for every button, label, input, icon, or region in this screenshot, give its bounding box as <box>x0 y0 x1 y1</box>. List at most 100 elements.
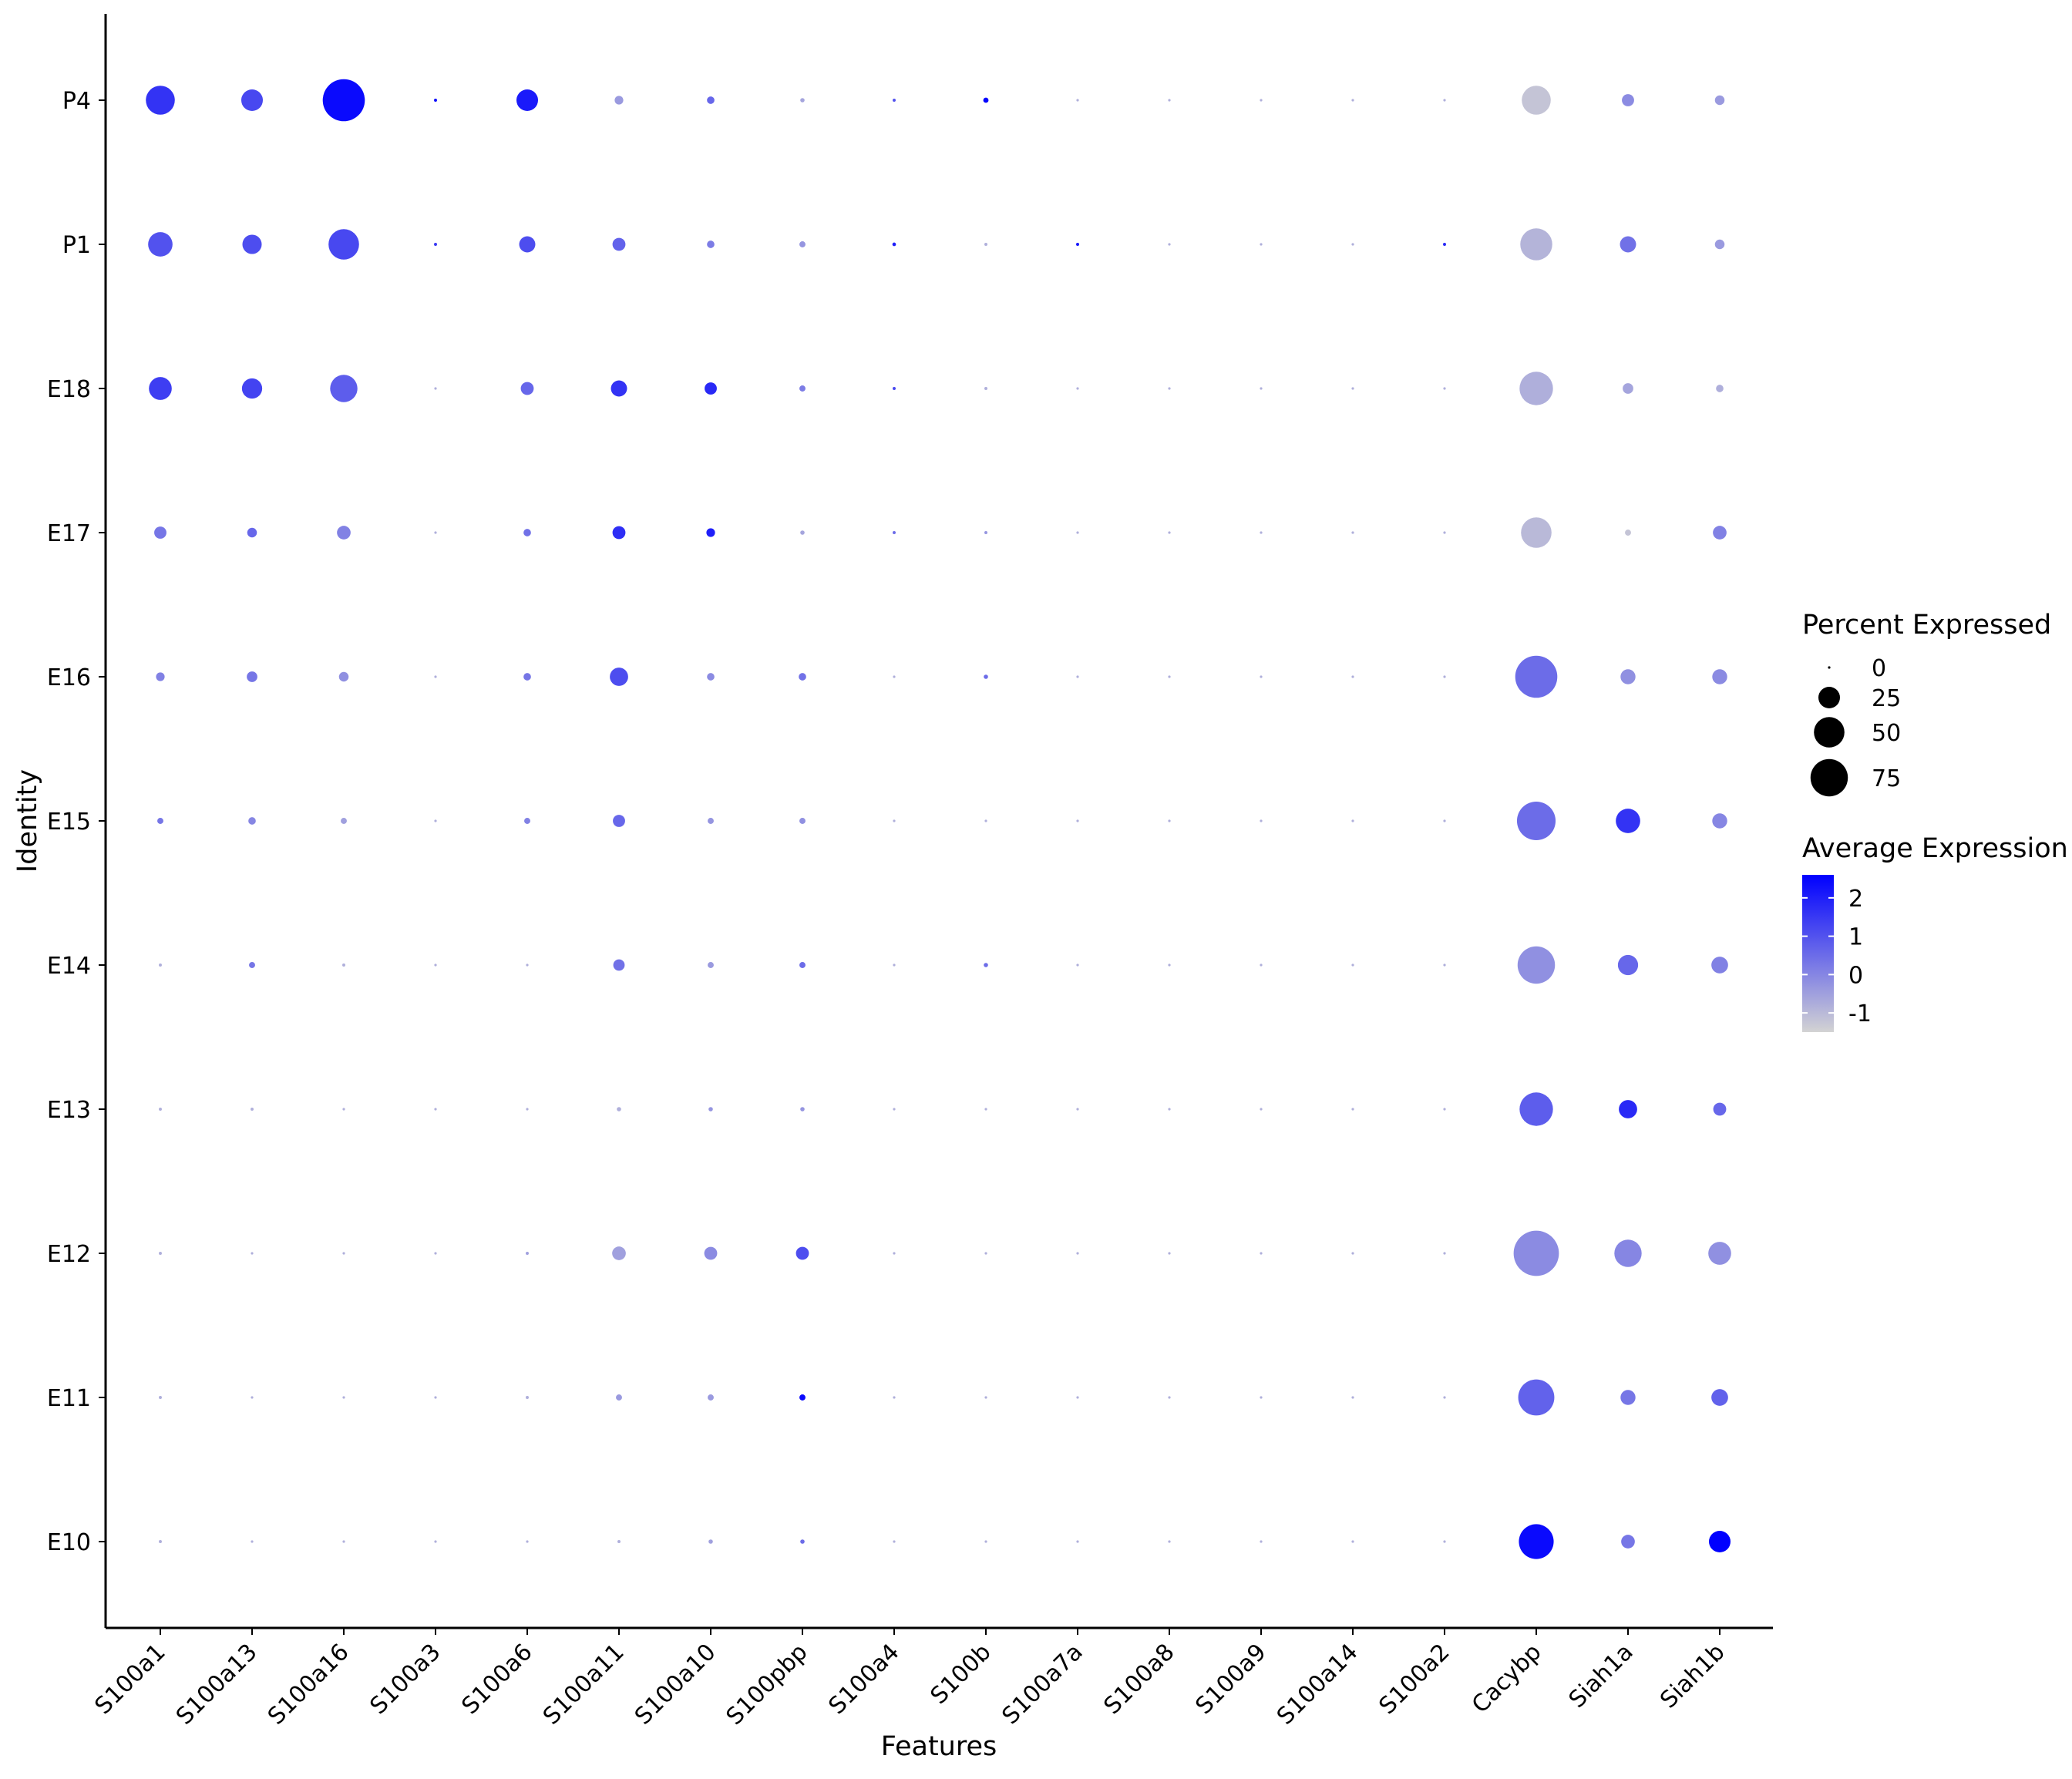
dot-E11-S100b <box>984 1396 987 1399</box>
dot-E11-S100a7a <box>1076 1396 1079 1399</box>
dot-E10-S100a13 <box>251 1540 254 1543</box>
dot-E15-S100a16 <box>341 818 347 824</box>
size-legend-label: 25 <box>1872 685 1901 712</box>
dot-E15-Siah1b <box>1712 813 1727 829</box>
dot-E13-S100a1 <box>159 1108 162 1111</box>
dot-E16-S100pbp <box>799 673 806 681</box>
dot-E15-S100pbp <box>799 818 806 824</box>
dot-E10-S100b <box>984 1540 987 1543</box>
dot-E13-S100a16 <box>342 1108 345 1111</box>
x-tick-label: S100a4 <box>823 1639 904 1720</box>
dot-E14-S100a6 <box>526 963 529 967</box>
dot-E12-S100b <box>984 1252 987 1255</box>
dot-E12-S100a1 <box>159 1252 162 1255</box>
dot-P1-S100b <box>984 243 987 246</box>
dot-P4-Siah1b <box>1714 95 1725 106</box>
dot-E12-S100a13 <box>251 1252 254 1255</box>
y-tick-label: E10 <box>47 1529 91 1556</box>
dot-P1-S100a6 <box>519 236 536 253</box>
dot-P1-S100a8 <box>1168 243 1171 246</box>
size-legend-label: 50 <box>1872 720 1901 747</box>
dot-E18-Siah1b <box>1716 385 1724 392</box>
color-legend: Average Expression 2 1 0 -1 <box>1802 833 2068 1032</box>
dot-E16-S100a13 <box>247 671 257 682</box>
dot-E13-S100b <box>984 1108 987 1111</box>
dot-E14-S100a1 <box>159 963 162 967</box>
dot-P4-Siah1a <box>1622 94 1634 106</box>
dot-E15-S100a3 <box>434 819 437 822</box>
size-legend-dot <box>1814 717 1845 748</box>
dot-E18-S100a7a <box>1076 387 1079 390</box>
x-tick-label: S100a7a <box>997 1639 1088 1730</box>
dot-E18-S100a9 <box>1260 387 1263 390</box>
dot-E15-S100a1 <box>157 818 163 824</box>
dot-E15-S100a4 <box>893 819 896 822</box>
y-tick-label: P4 <box>62 88 91 115</box>
dot-E13-Siah1a <box>1619 1100 1637 1118</box>
dot-E16-S100a9 <box>1260 675 1263 678</box>
dot-E17-Siah1b <box>1713 526 1727 540</box>
dot-E17-S100b <box>984 531 987 534</box>
dot-E18-S100a8 <box>1168 387 1171 390</box>
size-legend-dot <box>1818 687 1840 708</box>
dot-E15-S100a13 <box>248 817 256 825</box>
dot-P4-Cacybp <box>1522 86 1551 115</box>
x-tick-label: S100a9 <box>1190 1639 1271 1720</box>
dot-E14-Cacybp <box>1517 946 1556 984</box>
y-tick-label: E13 <box>47 1097 91 1124</box>
dot-E17-S100a2 <box>1443 531 1446 534</box>
dot-E18-S100a3 <box>434 387 437 390</box>
size-legend-title: Percent Expressed <box>1802 610 2051 641</box>
x-tick-label: S100a11 <box>538 1639 630 1730</box>
x-tick-label: Siah1b <box>1655 1639 1731 1714</box>
dot-E16-S100a4 <box>893 675 896 678</box>
dot-E11-Siah1a <box>1620 1390 1636 1405</box>
dot-E13-S100a9 <box>1260 1108 1263 1111</box>
dot-E17-S100a7a <box>1076 531 1079 534</box>
dot-E14-S100a16 <box>342 963 345 967</box>
dots <box>146 79 1731 1559</box>
dot-E12-S100a16 <box>342 1252 345 1255</box>
x-tick-label: S100pbp <box>722 1639 813 1730</box>
dot-E16-S100a2 <box>1443 675 1446 678</box>
dot-E15-S100b <box>984 819 987 822</box>
dot-E18-S100a1 <box>149 377 172 400</box>
y-tick-label: E14 <box>47 953 91 980</box>
dot-E11-S100a1 <box>159 1396 162 1399</box>
dot-E10-S100a8 <box>1168 1540 1171 1543</box>
dot-E13-S100a11 <box>617 1107 621 1111</box>
size-legend-label: 0 <box>1872 655 1886 682</box>
dot-E17-S100a8 <box>1168 531 1171 534</box>
dot-E11-S100a10 <box>708 1394 714 1401</box>
dot-E16-S100a7a <box>1076 675 1079 678</box>
dot-E18-S100a16 <box>330 375 358 402</box>
dot-E17-S100a14 <box>1351 531 1354 534</box>
dot-E14-S100a3 <box>434 963 437 967</box>
x-tick-label: Cacybp <box>1467 1639 1547 1719</box>
dot-E13-S100a8 <box>1168 1108 1171 1111</box>
dot-E10-S100a4 <box>893 1540 896 1543</box>
dot-P1-Siah1a <box>1620 236 1636 253</box>
dot-E12-Siah1b <box>1708 1242 1731 1265</box>
x-tick-label: S100a2 <box>1374 1639 1455 1720</box>
color-legend-ticks: 2 1 0 -1 <box>1802 886 1872 1027</box>
dot-E18-S100a4 <box>893 387 896 390</box>
y-tick-label: E16 <box>47 664 91 691</box>
dot-P4-S100a16 <box>322 79 365 122</box>
dot-E12-S100a9 <box>1260 1252 1263 1255</box>
dot-E11-S100a4 <box>893 1396 896 1399</box>
dot-E17-S100a4 <box>893 531 896 534</box>
dot-E11-S100pbp <box>799 1394 806 1401</box>
dot-E15-Siah1a <box>1616 809 1640 833</box>
dot-E14-S100a9 <box>1260 963 1263 967</box>
dot-E14-Siah1a <box>1617 954 1639 976</box>
dot-E11-S100a9 <box>1260 1396 1263 1399</box>
dot-E18-S100b <box>984 387 987 390</box>
dot-E14-S100a13 <box>249 962 255 968</box>
dot-E15-S100a9 <box>1260 819 1263 822</box>
size-legend-dot <box>1828 666 1831 669</box>
dot-E11-S100a13 <box>251 1396 254 1399</box>
dot-E18-Cacybp <box>1519 372 1553 405</box>
